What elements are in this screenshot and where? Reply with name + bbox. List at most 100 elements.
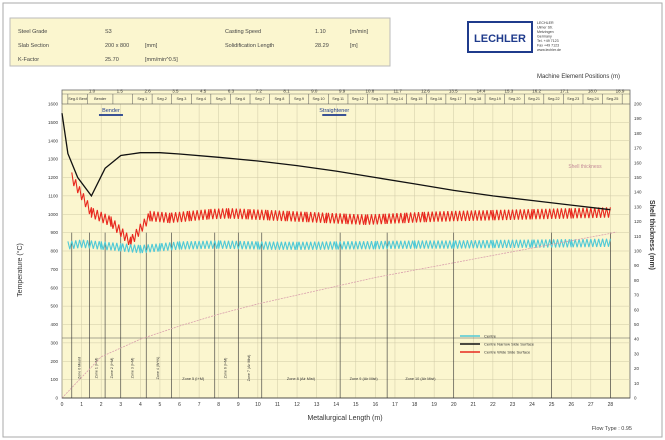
series-layer <box>61 113 617 399</box>
machine-element-header: 1.0 1.5 2.6 3.5 4.5 6.3 7.2 8.1 9.0 9.9 10.8 11.7 12… <box>62 89 630 116</box>
top-tick-label: 17.1 <box>560 89 569 94</box>
x-tick-label: 0 <box>61 402 64 408</box>
y-tick-label: 1400 <box>48 138 59 143</box>
segment-label: Seg.5 <box>216 97 226 101</box>
top-tick-label: 16.2 <box>532 89 541 94</box>
y2-tick-label: 60 <box>634 307 640 312</box>
top-tick-label: 18.9 <box>616 89 625 94</box>
y2-tick-label: 80 <box>634 278 640 283</box>
segment-label: Seg.9 <box>294 97 304 101</box>
axes: 0 1 2 3 4 5 6 7 8 9 10 11 12 13 14 15 16 17 18 19 20 21 22 23 24… <box>48 102 642 409</box>
x-tick-label: 28 <box>608 402 614 408</box>
segment-label: Seg.3 <box>177 97 187 101</box>
y-tick-label: 1500 <box>48 120 59 125</box>
y2-tick-label: 90 <box>634 263 640 268</box>
segment-label: Seg.15 <box>410 97 422 101</box>
top-tick-label: 13.5 <box>449 89 458 94</box>
legend-label: Centre Wide Side Surface <box>484 350 531 355</box>
y-tick-label: 1600 <box>48 102 59 107</box>
series-line <box>61 231 617 399</box>
zone-label: Zone 7 (Air Mist) <box>247 355 251 382</box>
logo-address-line: Tel. +49 7123 <box>537 39 559 43</box>
x-tick-label: 5 <box>159 402 162 408</box>
y-tick-label: 300 <box>50 340 58 345</box>
x-axis-label: Metallurgical Length (m) <box>307 415 382 422</box>
x-tick-label: 8 <box>217 402 220 408</box>
solid-length-unit: [m] <box>350 43 358 49</box>
segment-label: Seg.4 <box>196 97 206 101</box>
series-line <box>61 113 611 211</box>
y-tick-label: 0 <box>55 396 58 401</box>
y2-axis-label: Shell thickness (mm) <box>648 200 655 270</box>
slab-section-unit: [mm] <box>145 43 158 49</box>
x-tick-label: 11 <box>275 402 280 408</box>
x-tick-label: 20 <box>451 402 457 408</box>
top-tick-label: 15.3 <box>504 89 513 94</box>
segment-label: Seg.1 <box>137 97 147 101</box>
segment-label: Seg.16 <box>430 97 442 101</box>
zone-label: Zone 8 (Air Mist) <box>287 377 316 381</box>
logo-address-line: Metzingen <box>537 30 554 34</box>
legend: Centre Centre Narrow Side Surface Centre W… <box>460 334 535 355</box>
logo-address-line: www.lechler.de <box>537 48 561 52</box>
legend-label: Centre <box>484 334 497 339</box>
y2-tick-label: 0 <box>634 396 637 401</box>
y2-tick-label: 140 <box>634 190 642 195</box>
y2-tick-label: 120 <box>634 219 642 224</box>
footer-note: Flow Type : 0.95 <box>592 426 632 432</box>
y-tick-label: 200 <box>50 359 58 364</box>
top-tick-label: 10.8 <box>366 89 375 94</box>
segment-label: Seg.2 <box>157 97 167 101</box>
segment-label: Seg.20 <box>508 97 520 101</box>
x-tick-label: 27 <box>588 402 594 408</box>
segment-label: Seg.13 <box>371 97 383 101</box>
zone-label: Zone 1 (I+M) <box>94 358 98 379</box>
zone-label: Zone 5 (I+M) <box>182 377 205 381</box>
y2-tick-label: 150 <box>634 175 642 180</box>
x-tick-label: 21 <box>471 402 477 408</box>
k-factor-label: K-Factor <box>18 57 39 63</box>
slab-section-value: 200 x 800 <box>105 43 129 49</box>
zone-label: Zone 0 Mould <box>78 357 82 379</box>
x-tick-label: 6 <box>178 402 181 408</box>
logo-address-line: LECHLER <box>537 21 554 25</box>
y2-tick-label: 160 <box>634 160 642 165</box>
k-factor-unit: [mm/min^0.5] <box>145 57 178 63</box>
top-tick-label: 1.5 <box>117 89 124 94</box>
top-tick-label: 3.5 <box>172 89 179 94</box>
series-line <box>71 172 611 248</box>
y-tick-label: 900 <box>50 230 58 235</box>
y-tick-label: 1300 <box>48 157 59 162</box>
y2-tick-label: 10 <box>634 381 640 386</box>
y-tick-label: 1100 <box>48 193 58 198</box>
logo-address-line: Germany <box>537 35 552 39</box>
cooling-zone-band: Zone 0 Mould Zone 1 (I+M) Zone 2 (I+M) Zone… <box>62 232 630 398</box>
segment-label: Seg.6 <box>235 97 245 101</box>
x-tick-label: 24 <box>529 402 535 408</box>
zone-label: Zone 3 (I+M) <box>130 358 134 379</box>
top-tick-label: 14.4 <box>477 89 486 94</box>
segment-label: Seg.10 <box>313 97 325 101</box>
y2-tick-label: 30 <box>634 351 640 356</box>
x-tick-label: 16 <box>373 402 379 408</box>
y2-tick-label: 40 <box>634 337 640 342</box>
x-tick-label: 18 <box>412 402 418 408</box>
segment-label: Seg.8 <box>274 97 284 101</box>
x-tick-label: 12 <box>294 402 300 408</box>
steel-grade-value: S3 <box>105 29 112 35</box>
top-tick-label: 4.5 <box>200 89 207 94</box>
y2-tick-label: 200 <box>634 102 642 107</box>
x-tick-label: 2 <box>100 402 103 408</box>
legend-label: Centre Narrow Side Surface <box>484 342 535 347</box>
y-tick-label: 600 <box>50 285 58 290</box>
zone-title: Bender <box>102 108 120 114</box>
solid-length-label: Solidification Length <box>225 43 274 49</box>
top-tick-label: 11.7 <box>393 89 402 94</box>
x-tick-label: 10 <box>255 402 261 408</box>
x-tick-label: 3 <box>119 402 122 408</box>
y2-tick-label: 180 <box>634 131 642 136</box>
zone-label: Zone 6 (I+M) <box>224 358 228 379</box>
zone-label: Zone 2 (I+M) <box>110 358 114 379</box>
